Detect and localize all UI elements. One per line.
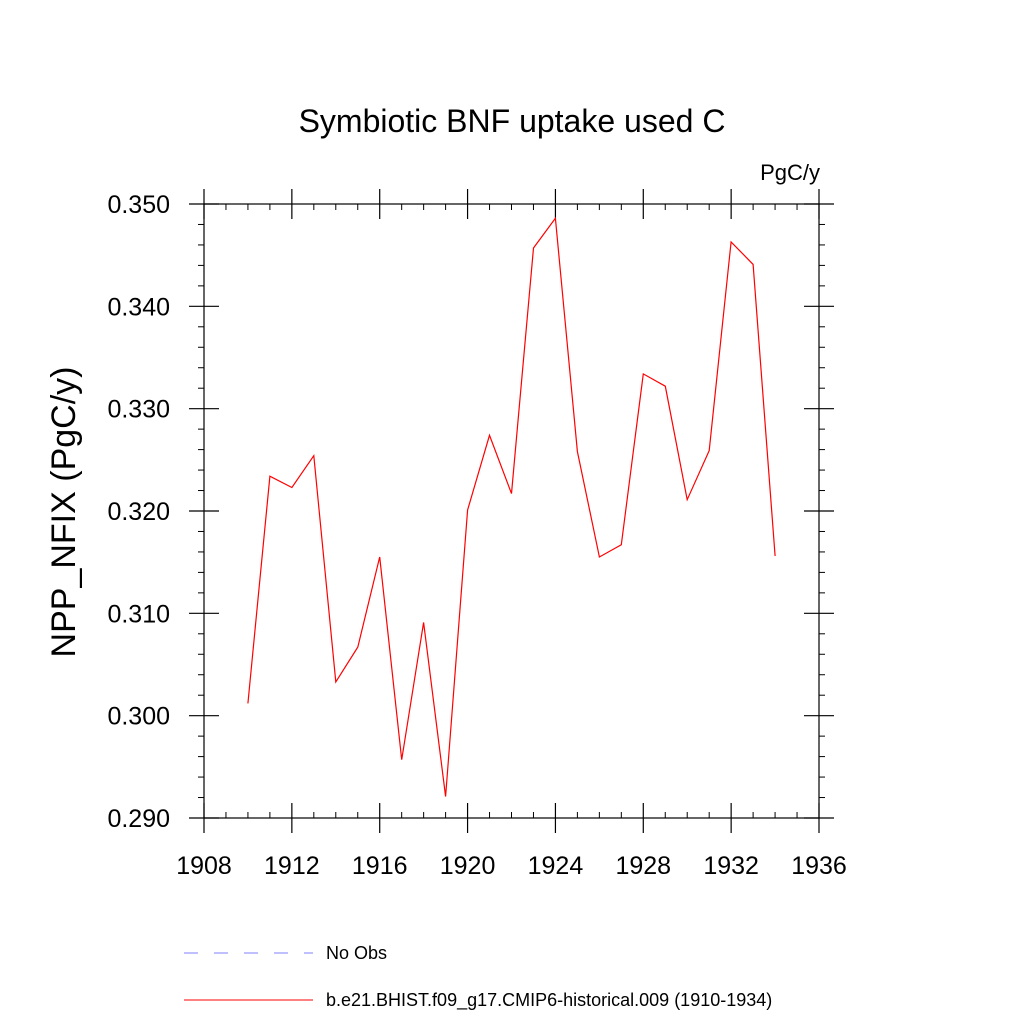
units-label: PgC/y	[760, 160, 820, 185]
y-tick-label: 0.300	[107, 703, 170, 731]
minor-ticks	[198, 204, 825, 818]
x-tick-label: 1920	[440, 852, 496, 880]
x-tick-label: 1936	[791, 852, 847, 880]
y-tick-label: 0.350	[107, 191, 170, 219]
y-tick-label: 0.340	[107, 293, 170, 321]
series-lines	[247, 216, 776, 797]
legend: No Obs b.e21.BHIST.f09_g17.CMIP6-historic…	[184, 943, 772, 1011]
y-axis-label: NPP_NFIX (PgC/y)	[45, 367, 83, 658]
y-tick-labels: 0.290 0.300 0.310 0.320 0.330 0.340 0.350	[107, 191, 170, 833]
x-tick-label: 1924	[528, 852, 584, 880]
x-tick-labels: 1908 1912 1916 1920 1924 1928 1932 1936	[176, 852, 847, 880]
legend-label: b.e21.BHIST.f09_g17.CMIP6-historical.009…	[326, 990, 772, 1011]
x-tick-label: 1916	[352, 852, 408, 880]
y-tick-label: 0.320	[107, 498, 170, 526]
x-tick-label: 1932	[703, 852, 759, 880]
legend-label: No Obs	[326, 943, 387, 963]
chart-title: Symbiotic BNF uptake used C	[299, 103, 726, 139]
x-tick-label: 1908	[176, 852, 232, 880]
major-ticks	[189, 189, 834, 833]
x-tick-label: 1928	[615, 852, 671, 880]
y-tick-label: 0.310	[107, 600, 170, 628]
y-tick-label: 0.330	[107, 396, 170, 424]
series-line	[247, 216, 776, 797]
x-tick-label: 1912	[264, 852, 320, 880]
plot-frame	[203, 203, 820, 819]
y-tick-label: 0.290	[107, 805, 170, 833]
